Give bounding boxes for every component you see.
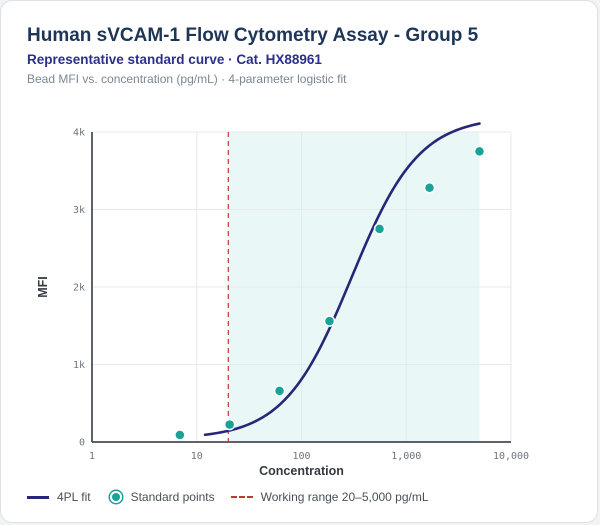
legend-item-points: Standard points	[107, 490, 215, 504]
legend-points-label: Standard points	[130, 490, 215, 504]
standard-point	[223, 418, 236, 431]
point-marker-swatch	[109, 491, 122, 503]
chart-caption: Bead MFI vs. concentration (pg/mL) · 4-p…	[27, 72, 347, 86]
x-axis-label: Concentration	[259, 464, 344, 478]
legend: 4PL fit Standard points Working range 20…	[27, 488, 445, 506]
y-tick-label: 1k	[73, 360, 85, 371]
y-tick-label: 2k	[73, 283, 85, 294]
legend-item-range: Working range 20–5,000 pg/mL	[230, 490, 429, 504]
fit-line-swatch	[27, 495, 49, 499]
standard-point	[273, 385, 286, 397]
standard-point	[373, 223, 386, 235]
dashed-line-swatch	[230, 496, 253, 498]
x-tick-label: 10,000	[493, 451, 529, 462]
x-tick-label: 1	[89, 451, 95, 462]
tick-labels: 1 10 100 1,000 10,000 0 1k 2k 3k 4k	[73, 128, 529, 463]
fit-curve	[203, 122, 481, 437]
legend-fit-label: 4PL fit	[57, 490, 91, 504]
standard-points	[174, 145, 486, 441]
chart-subtitle: Representative standard curve · Cat. HX8…	[27, 52, 322, 67]
standard-point	[174, 429, 186, 441]
x-tick-label: 100	[292, 451, 310, 462]
standard-point	[473, 145, 486, 158]
standard-point	[323, 315, 336, 327]
y-tick-label: 4k	[73, 128, 85, 139]
grid-lines	[92, 131, 512, 442]
y-tick-label: 3k	[73, 205, 85, 216]
legend-item-fit: 4PL fit	[27, 490, 91, 504]
standard-point	[423, 182, 436, 194]
legend-range-label: Working range 20–5,000 pg/mL	[260, 490, 429, 504]
x-tick-label: 1,000	[391, 451, 421, 462]
chart-title: Human sVCAM-1 Flow Cytometry Assay - Gro…	[27, 25, 479, 46]
y-axis-label: MFI	[36, 276, 50, 298]
x-tick-label: 10	[191, 451, 203, 462]
y-tick-label: 0	[79, 438, 85, 449]
